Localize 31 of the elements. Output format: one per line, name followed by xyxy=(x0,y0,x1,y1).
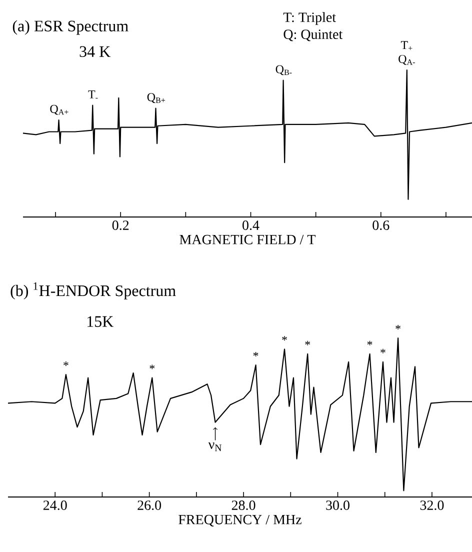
chart-subtitle: 15K xyxy=(88,316,114,327)
chart-subtitle: 34 K xyxy=(80,46,110,57)
x-tick-label: 0.2 xyxy=(112,220,129,230)
annotation: Q$_{A-}$ xyxy=(398,54,415,65)
text: T: Triplet xyxy=(283,12,336,25)
annotation: T$_{-}$ xyxy=(88,90,98,99)
x-tick-label: 28.0 xyxy=(232,500,256,510)
annotation: * xyxy=(282,336,287,340)
annotation: * xyxy=(253,352,258,356)
annotation: * xyxy=(305,340,310,346)
chart-title: (b) $^{1}$H-ENDOR Spectrum xyxy=(10,282,176,300)
text: Q: Quintet xyxy=(284,30,343,42)
x-tick-label: 0.6 xyxy=(372,220,390,230)
x-tick-label: 30.0 xyxy=(326,500,350,510)
annotation: Q$_{B-}$ xyxy=(276,65,292,76)
x-tick-label: 26.0 xyxy=(138,500,162,510)
annotation: Q$_{A+}$ xyxy=(50,104,68,115)
annotation: * xyxy=(367,340,372,346)
annotation: Q$_{B+}$ xyxy=(147,93,166,104)
annotation: * xyxy=(64,362,68,366)
annotation: * xyxy=(150,364,155,370)
chart-title: (a) ESR Spectrum xyxy=(12,20,128,35)
x-tick-label: 24.0 xyxy=(43,500,67,510)
x-tick-label: 32.0 xyxy=(420,500,444,510)
x-axis-title: MAGNETIC FIELD / T xyxy=(180,234,316,244)
annotation: T$_{+}$ xyxy=(400,41,412,50)
x-axis-title: FREQUENCY / MHz xyxy=(178,514,302,526)
x-tick-label: 0.4 xyxy=(242,220,260,230)
annotation: * xyxy=(380,348,386,354)
annotation: * xyxy=(396,324,400,330)
annotation: ν$_{N}$ xyxy=(208,442,222,452)
